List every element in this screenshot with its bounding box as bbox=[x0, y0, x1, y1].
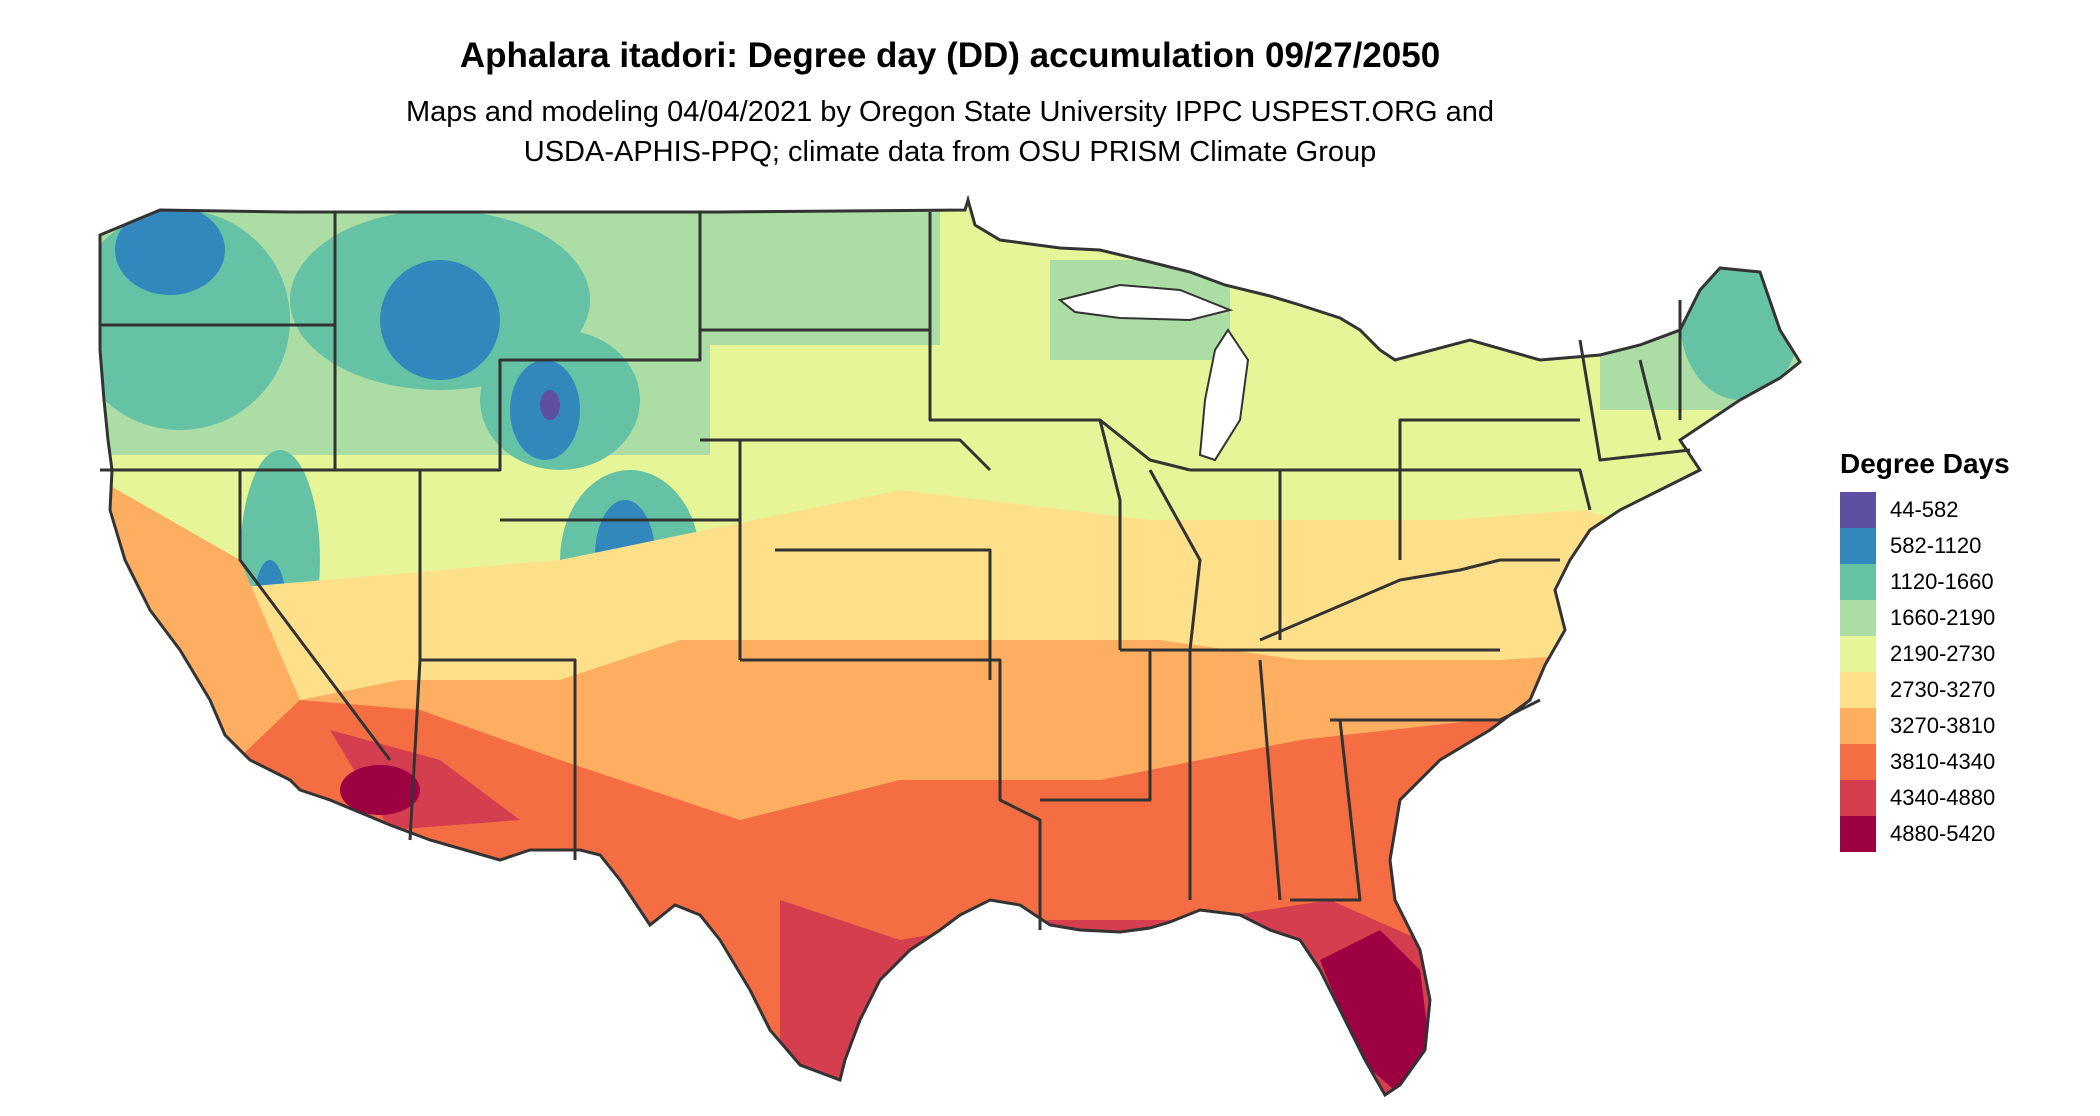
legend-label: 44-582 bbox=[1890, 497, 1959, 522]
lake-michigan bbox=[1198, 328, 1250, 462]
legend-label: 582-1120 bbox=[1890, 533, 1982, 558]
legend-swatch bbox=[1840, 672, 1876, 708]
legend-swatch bbox=[1840, 816, 1876, 852]
map-title: Aphalara itadori: Degree day (DD) accumu… bbox=[459, 36, 1441, 75]
legend-swatch bbox=[1840, 492, 1876, 528]
subtitle-line-2: USDA-APHIS-PPQ; climate data from OSU PR… bbox=[523, 136, 1377, 168]
legend-label: 2730-3270 bbox=[1890, 677, 1996, 702]
legend-item: 4340-4880 bbox=[1840, 780, 2010, 816]
legend-label: 1120-1660 bbox=[1890, 569, 1994, 594]
legend-swatch bbox=[1840, 780, 1876, 816]
legend-items: 44-582 582-1120 1120-1660 1660-2190 2190-273… bbox=[1840, 492, 2010, 852]
legend-item: 2190-2730 bbox=[1840, 636, 2010, 672]
legend-label: 4340-4880 bbox=[1890, 785, 1996, 810]
legend-label: 1660-2190 bbox=[1890, 605, 1996, 630]
legend-item: 44-582 bbox=[1840, 492, 2010, 528]
legend-item: 1660-2190 bbox=[1840, 600, 2010, 636]
legend-item: 3270-3810 bbox=[1840, 708, 2010, 744]
legend-swatch bbox=[1840, 564, 1876, 600]
legend-swatch bbox=[1840, 528, 1876, 564]
legend-swatch bbox=[1840, 708, 1876, 744]
legend-label: 2190-2730 bbox=[1890, 641, 1996, 666]
state-boundaries bbox=[100, 212, 1691, 930]
legend-label: 4880-5420 bbox=[1890, 821, 1996, 846]
legend-item: 4880-5420 bbox=[1840, 816, 2010, 852]
legend-swatch bbox=[1840, 600, 1876, 636]
legend-swatch bbox=[1840, 744, 1876, 780]
legend-label: 3810-4340 bbox=[1890, 749, 1996, 774]
subtitle-line-1: Maps and modeling 04/04/2021 by Oregon S… bbox=[405, 96, 1495, 128]
legend-swatch bbox=[1840, 636, 1876, 672]
legend-title: Degree Days bbox=[1840, 448, 2010, 479]
legend-item: 2730-3270 bbox=[1840, 672, 2010, 708]
us-degree-day-map bbox=[98, 198, 1802, 1097]
legend-label: 3270-3810 bbox=[1890, 713, 1996, 738]
legend-item: 3810-4340 bbox=[1840, 744, 2010, 780]
lake-superior bbox=[1057, 283, 1234, 322]
legend-item: 1120-1660 bbox=[1840, 564, 2010, 600]
legend-item: 582-1120 bbox=[1840, 528, 2010, 564]
legend: Degree Days 44-582 582-1120 1120-1660 1660-… bbox=[1840, 448, 2010, 852]
map-subtitle: Maps and modeling 04/04/2021 by Oregon S… bbox=[0, 92, 1900, 172]
